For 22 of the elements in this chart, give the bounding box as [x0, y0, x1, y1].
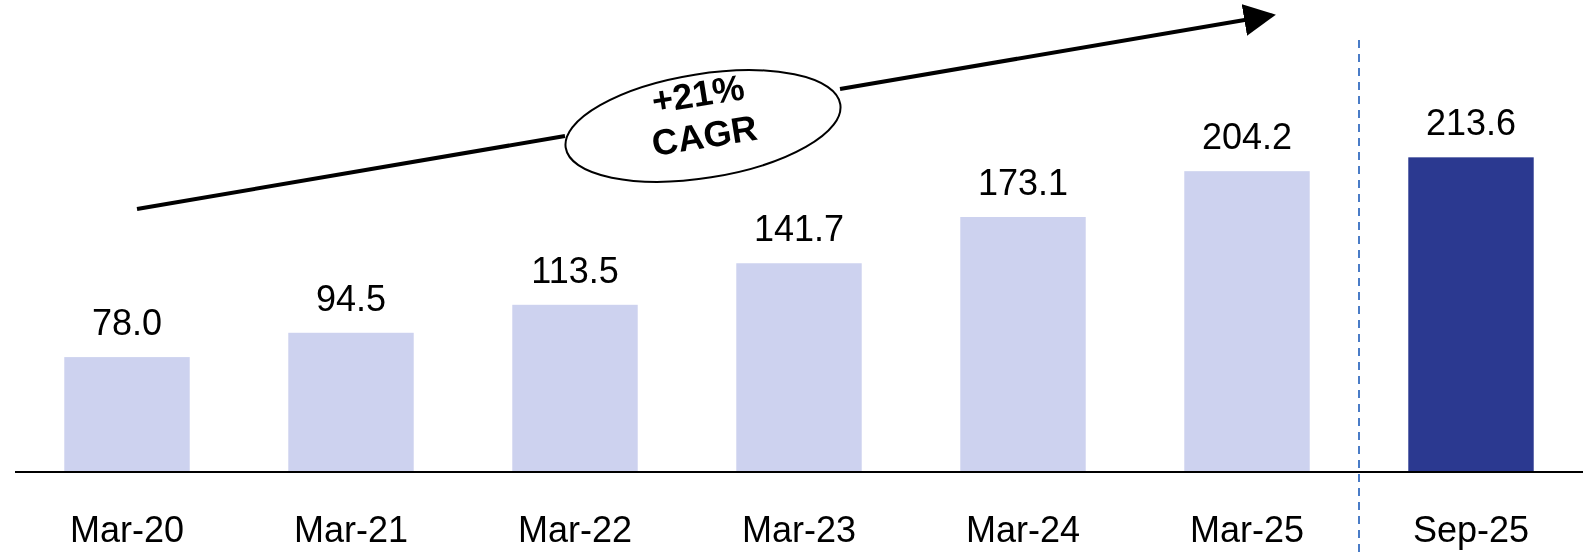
data-label: 78.0: [91, 302, 163, 344]
x-tick-label: Mar-20: [69, 509, 185, 550]
data-label: 213.6: [1425, 102, 1517, 144]
data-label: 113.5: [531, 249, 619, 291]
x-tick-label: Sep-25: [1412, 509, 1530, 550]
data-label: 204.2: [1201, 116, 1293, 158]
bar: [288, 332, 414, 472]
data-label: 173.1: [977, 162, 1069, 203]
bar: [1408, 157, 1534, 472]
annotation: +21% CAGR: [648, 66, 761, 164]
x-tick-label: Mar-25: [1189, 509, 1305, 550]
x-tick-label: Mar-24: [965, 509, 1081, 550]
bar: [960, 217, 1086, 472]
data-label: 94.5: [315, 277, 387, 319]
bar: [736, 263, 862, 472]
x-tick-label: Mar-22: [517, 509, 633, 550]
x-tick-label: Mar-21: [293, 509, 409, 550]
data-label: 141.7: [753, 208, 845, 250]
x-tick-label: Mar-23: [741, 509, 857, 550]
bar: [1184, 171, 1310, 472]
bar: [64, 357, 190, 472]
bar: [512, 304, 638, 472]
